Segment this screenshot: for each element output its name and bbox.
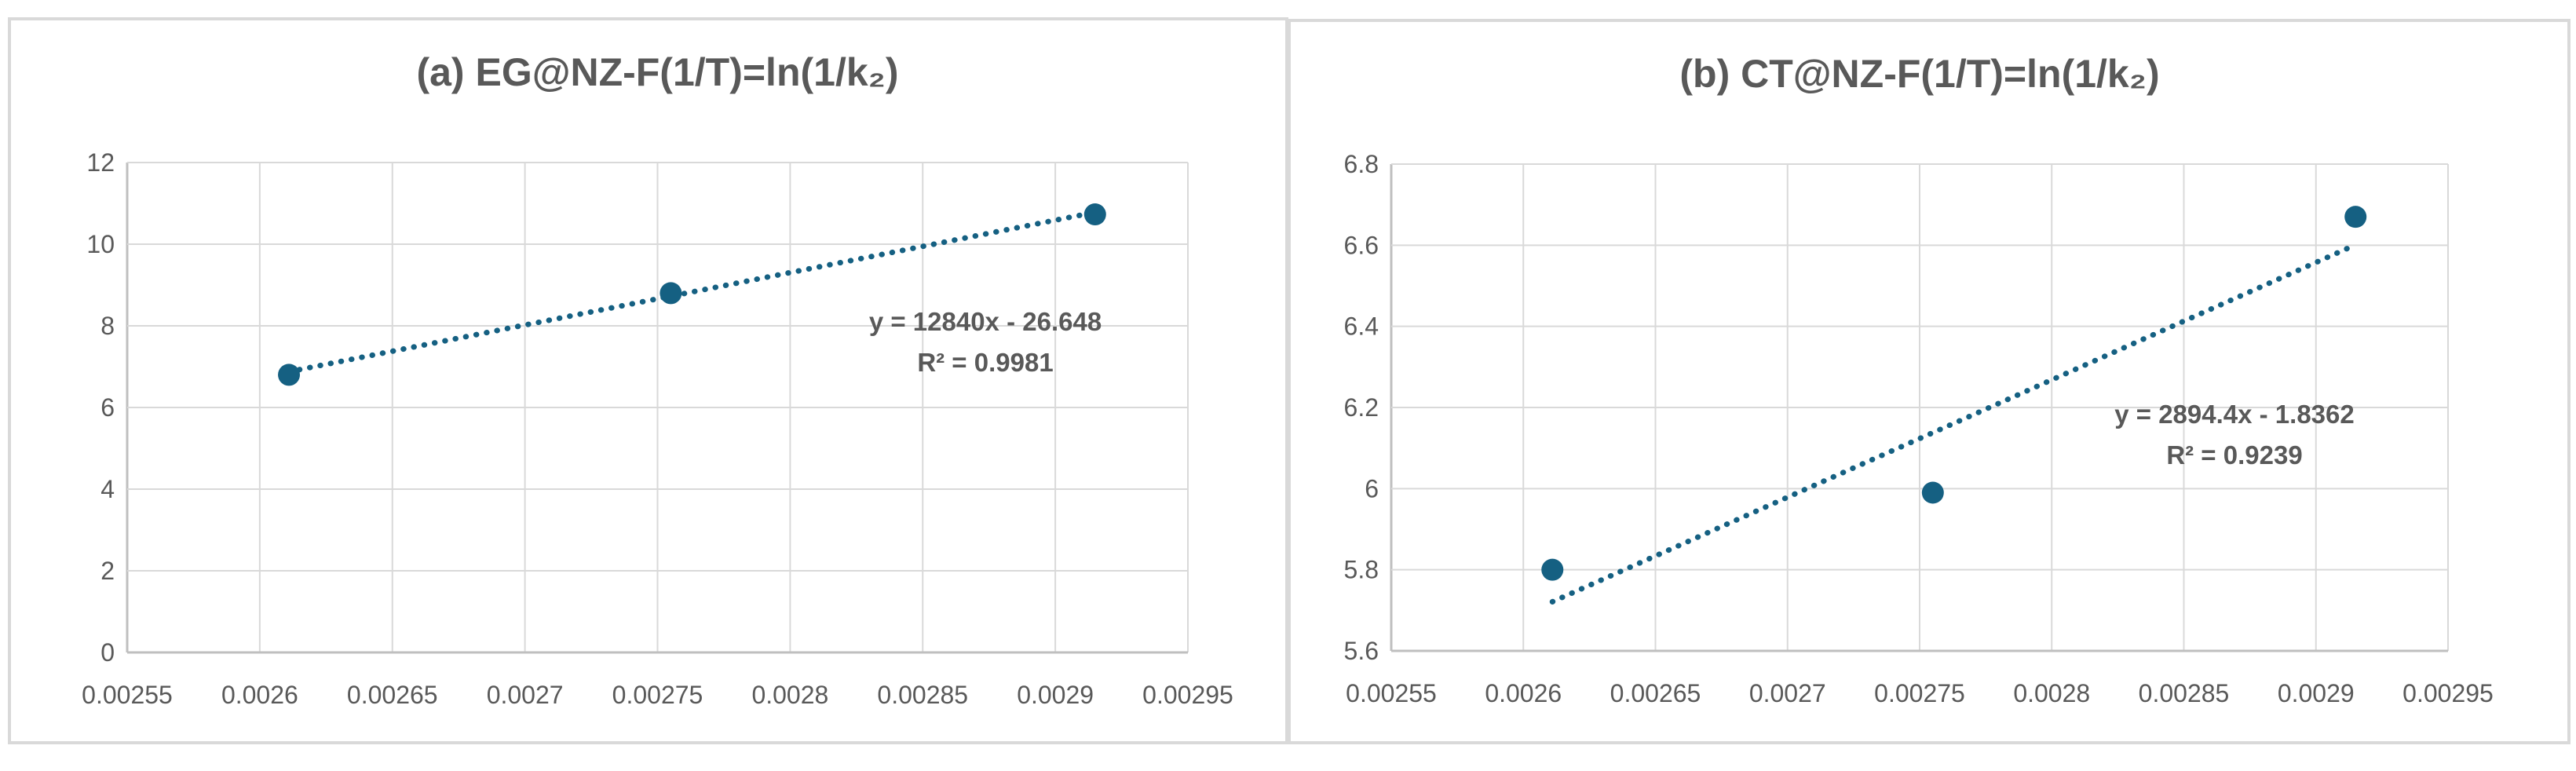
x-tick-label: 0.00295: [1142, 681, 1233, 709]
chart-title-a: (a) EG@NZ-F(1/T)=ln(1/k₂): [416, 50, 899, 94]
x-tick-label: 0.0029: [2278, 679, 2355, 707]
x-tick-label: 0.00285: [2139, 679, 2230, 707]
x-tick-label: 0.00285: [877, 681, 968, 709]
x-tick-label: 0.00265: [1610, 679, 1701, 707]
y-tick-label: 6.8: [1344, 150, 1379, 178]
data-point-marker: [1541, 558, 1564, 581]
y-tick-label: 6.2: [1344, 393, 1379, 422]
y-tick-label: 6: [1365, 474, 1379, 502]
plot-area-b: 0.00255 0.0026 0.00265 0.0027 0.00275 0.0028 0…: [1344, 150, 2494, 707]
x-tick-label: 0.00275: [612, 681, 703, 709]
data-point-marker: [278, 364, 301, 386]
y-tick-label: 4: [100, 475, 115, 503]
x-tick-label: 0.00295: [2402, 679, 2494, 707]
trendline-equation: y = 2894.4x - 1.8362: [2114, 400, 2355, 429]
chart-panel-b: 0.00255 0.0026 0.00265 0.0027 0.00275 0.0028 0…: [1288, 19, 2571, 744]
x-tick-label: 0.0029: [1017, 681, 1094, 709]
x-tick-label: 0.0027: [1749, 679, 1826, 707]
data-point-marker: [2344, 206, 2367, 228]
x-tick-label: 0.0028: [2013, 679, 2090, 707]
x-tick-label: 0.0026: [1485, 679, 1562, 707]
y-tick-label: 6.4: [1344, 312, 1379, 341]
x-tick-label: 0.0028: [751, 681, 828, 709]
y-tick-label: 8: [100, 312, 115, 340]
x-tick-label: 0.00265: [347, 681, 438, 709]
x-tick-label: 0.00275: [1874, 679, 1965, 707]
trendline: [1549, 242, 2359, 605]
trendline-r-squared: R² = 0.9239: [2166, 440, 2303, 470]
x-tick-label: 0.00255: [82, 681, 173, 709]
data-point-marker: [1921, 481, 1944, 504]
y-tick-label: 5.6: [1344, 637, 1379, 665]
y-tick-label: 2: [100, 557, 115, 585]
y-tick-label: 10: [86, 230, 115, 258]
x-tick-label: 0.00255: [1346, 679, 1437, 707]
plot-area-a: 0.00255 0.0026 0.00265 0.0027 0.00275 0.0028 0…: [82, 148, 1233, 709]
trendline-r-squared: R² = 0.9981: [917, 348, 1054, 377]
trendline-annotation-a: y = 12840x - 26.648 R² = 0.9981: [813, 301, 1158, 383]
chart-panel-a: 0.00255 0.0026 0.00265 0.0027 0.00275 0.0028 0…: [8, 17, 1288, 744]
trendline: [286, 209, 1098, 375]
x-tick-label: 0.0026: [221, 681, 298, 709]
chart-title-b: (b) CT@NZ-F(1/T)=ln(1/k₂): [1679, 52, 2160, 96]
y-tick-label: 12: [86, 148, 115, 177]
y-tick-label: 5.8: [1344, 556, 1379, 584]
trendline-equation: y = 12840x - 26.648: [868, 307, 1102, 336]
y-tick-label: 6.6: [1344, 231, 1379, 259]
trendline-annotation-b: y = 2894.4x - 1.8362 R² = 0.9239: [2062, 394, 2407, 476]
data-point-marker: [660, 282, 682, 305]
y-tick-label: 0: [100, 638, 115, 667]
y-tick-label: 6: [100, 393, 115, 422]
x-tick-label: 0.0027: [487, 681, 564, 709]
data-point-marker: [1083, 203, 1106, 226]
